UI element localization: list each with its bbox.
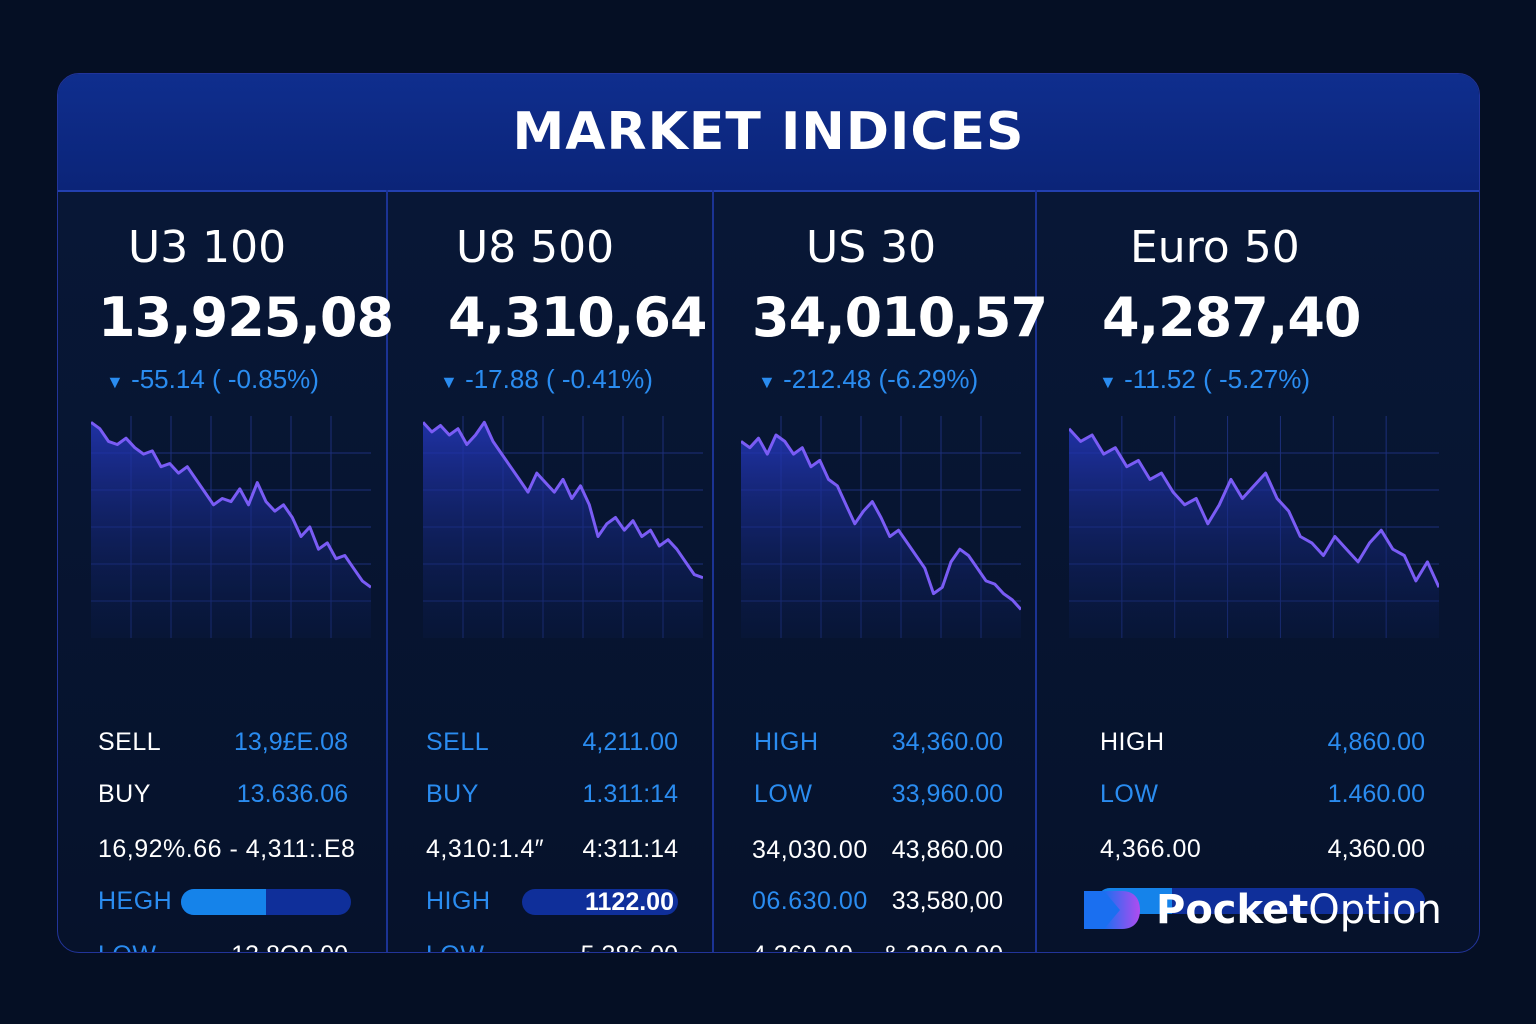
range-text: 4,310:1.4″ xyxy=(426,835,545,863)
buy-value: 13.636.06 xyxy=(236,780,348,808)
low-value: 13,8Ɵ0.00 xyxy=(231,941,348,952)
range-bar[interactable]: 1122.00 xyxy=(522,889,678,915)
high-label: HIGH xyxy=(754,728,819,756)
sell-value: 4,211.00 xyxy=(582,728,678,756)
high-label: HEGH xyxy=(98,887,173,915)
range-text: 16,92%.66 - 4,311:.E8 xyxy=(98,835,356,863)
price-chart xyxy=(741,416,1021,638)
index-price: 4,310,64 xyxy=(448,286,707,349)
high-label: HIGH xyxy=(426,887,491,915)
high-label: HIGH xyxy=(1100,728,1165,756)
change-value: -11.52 ( -5.27%) xyxy=(1124,364,1310,394)
low-label: LOW xyxy=(426,941,484,952)
range-value: 43,860.00 xyxy=(891,836,1003,864)
index-card-us-30[interactable]: US 30 34,010,57 ▼ -212.48 (-6.29%) HIGH … xyxy=(714,190,1048,952)
down-arrow-icon: ▼ xyxy=(1099,372,1117,392)
range-value: 33,580,00 xyxy=(891,887,1003,915)
index-name: Euro 50 xyxy=(1130,222,1300,273)
pocket-option-logo[interactable]: PocketOption xyxy=(1082,880,1442,940)
chart-area xyxy=(423,422,703,638)
index-name: US 30 xyxy=(806,222,937,273)
market-indices-panel: MARKET INDICES U3 100 13,925,08 ▼ -55.14… xyxy=(57,73,1480,953)
header-bar: MARKET INDICES xyxy=(58,74,1479,192)
range-text: 4,360.00 xyxy=(752,941,853,952)
index-card-u8-500[interactable]: U8 500 4,310,64 ▼ -17.88 ( -0.41%) SELL … xyxy=(388,190,712,952)
low-value: 5,386.00 xyxy=(581,941,678,952)
range-bar[interactable] xyxy=(1097,888,1425,914)
range-value: 4:311:14 xyxy=(582,835,678,863)
sell-label: SELL xyxy=(426,728,490,756)
range-text: 06.630.00 xyxy=(752,887,868,915)
brand-name: PocketOption xyxy=(1156,887,1442,933)
index-name: U8 500 xyxy=(456,222,615,273)
down-arrow-icon: ▼ xyxy=(106,372,124,392)
index-name: U3 100 xyxy=(128,222,287,273)
brand-name-regular: Option xyxy=(1308,887,1442,933)
index-price: 4,287,40 xyxy=(1102,286,1361,349)
chart-line xyxy=(91,421,371,589)
low-value: 1.460.00 xyxy=(1327,780,1425,808)
sell-label: SELL xyxy=(98,728,162,756)
range-value: 4,360.00 xyxy=(1327,835,1425,863)
index-price: 34,010,57 xyxy=(752,286,1048,349)
sell-value: 13,9£E.08 xyxy=(234,728,348,756)
column-divider xyxy=(386,190,388,952)
brand-name-bold: Pocket xyxy=(1156,887,1309,933)
chart-line xyxy=(423,420,703,580)
change-value: -55.14 ( -0.85%) xyxy=(131,364,319,394)
index-change: ▼ -17.88 ( -0.41%) xyxy=(388,364,764,395)
down-arrow-icon: ▼ xyxy=(758,372,776,392)
range-text: 4,366.00 xyxy=(1100,835,1202,863)
buy-label: BUY xyxy=(98,780,151,808)
index-change: ▼ -55.14 ( -0.85%) xyxy=(58,364,434,395)
range-text: 34,030.00 xyxy=(752,836,868,864)
index-change: ▼ -11.52 ( -5.27%) xyxy=(1037,364,1479,395)
buy-value: 1.311:14 xyxy=(582,780,678,808)
range-bar[interactable] xyxy=(181,889,351,915)
index-change: ▼ -212.48 (-6.29%) xyxy=(714,364,1079,395)
high-value: 1122.00 xyxy=(585,889,674,915)
page-title: MARKET INDICES xyxy=(512,102,1025,162)
chart-line xyxy=(1069,427,1439,588)
index-price: 13,925,08 xyxy=(98,286,394,349)
column-divider xyxy=(1035,190,1037,952)
chart-area xyxy=(1069,428,1439,638)
low-label: LOW xyxy=(754,780,813,808)
change-value: -17.88 ( -0.41%) xyxy=(465,364,653,394)
change-value: -212.48 (-6.29%) xyxy=(783,364,979,394)
high-value: 34,360.00 xyxy=(891,728,1003,756)
column-divider xyxy=(712,190,714,952)
chart-area xyxy=(91,422,371,638)
price-chart xyxy=(423,416,703,638)
price-chart xyxy=(1069,416,1439,638)
low-value: 33,960.00 xyxy=(891,780,1003,808)
high-value: 4,860.00 xyxy=(1327,728,1425,756)
buy-label: BUY xyxy=(426,780,479,808)
range-value: &,380.0.00 xyxy=(882,941,1003,952)
pocket-option-logo-icon xyxy=(1084,891,1140,929)
index-card-euro-50[interactable]: Euro 50 4,287,40 ▼ -11.52 ( -5.27%) HIGH… xyxy=(1037,190,1479,952)
price-chart xyxy=(91,416,371,638)
low-label: LOW xyxy=(1100,780,1159,808)
low-label: LOW xyxy=(98,941,156,952)
range-bar-fill xyxy=(181,889,266,915)
chart-area xyxy=(741,435,1021,638)
down-arrow-icon: ▼ xyxy=(440,372,458,392)
chart-line xyxy=(741,433,1021,611)
index-card-u3-100[interactable]: U3 100 13,925,08 ▼ -55.14 ( -0.85%) SELL… xyxy=(58,190,394,952)
